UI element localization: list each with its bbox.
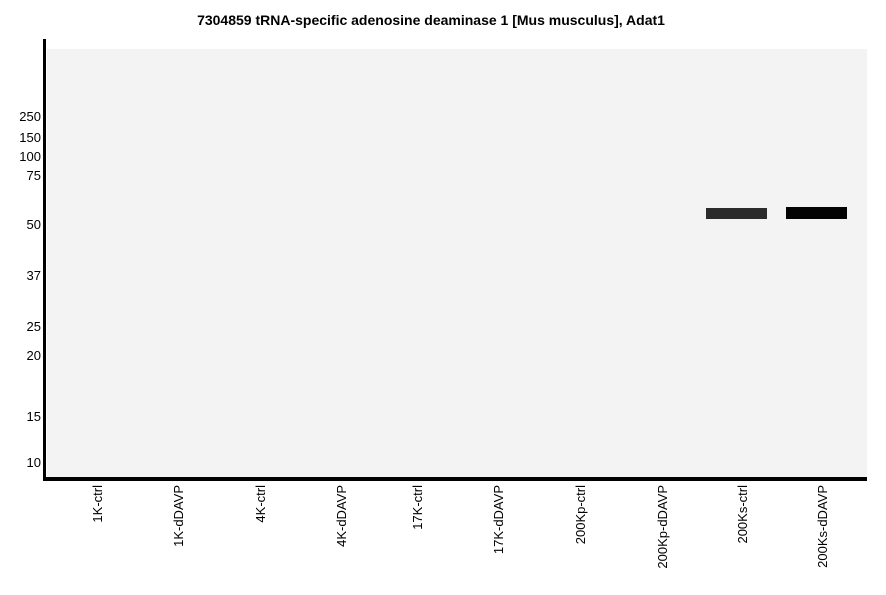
protein-band — [786, 207, 847, 219]
x-axis-spine — [43, 477, 867, 481]
lane-label: 1K-ctrl — [89, 485, 105, 523]
y-tick-label: 100 — [19, 149, 41, 164]
lane-label: 17K-ctrl — [409, 485, 425, 530]
y-tick-label: 20 — [26, 348, 41, 363]
y-tick-label: 75 — [26, 168, 41, 183]
lane-label: 1K-dDAVP — [170, 485, 186, 547]
lane-label: 200Kp-dDAVP — [654, 485, 670, 569]
figure-title: 7304859 tRNA-specific adenosine deaminas… — [197, 12, 665, 28]
plot-area — [47, 49, 867, 477]
lane-label: 4K-ctrl — [252, 485, 268, 523]
lane-label: 17K-dDAVP — [490, 485, 506, 555]
y-tick-label: 50 — [26, 217, 41, 232]
protein-band — [706, 208, 767, 219]
y-tick-label: 150 — [19, 130, 41, 145]
y-tick-label: 15 — [26, 409, 41, 424]
y-axis-spine — [43, 39, 46, 481]
lane-label: 200Ks-dDAVP — [814, 485, 830, 568]
y-tick-label: 250 — [19, 109, 41, 124]
lane-label: 200Ks-ctrl — [734, 485, 750, 544]
lane-label: 200Kp-ctrl — [572, 485, 588, 545]
y-tick-label: 37 — [26, 268, 41, 283]
y-tick-label: 25 — [26, 319, 41, 334]
y-tick-label: 10 — [26, 455, 41, 470]
lane-label: 4K-dDAVP — [333, 485, 349, 547]
